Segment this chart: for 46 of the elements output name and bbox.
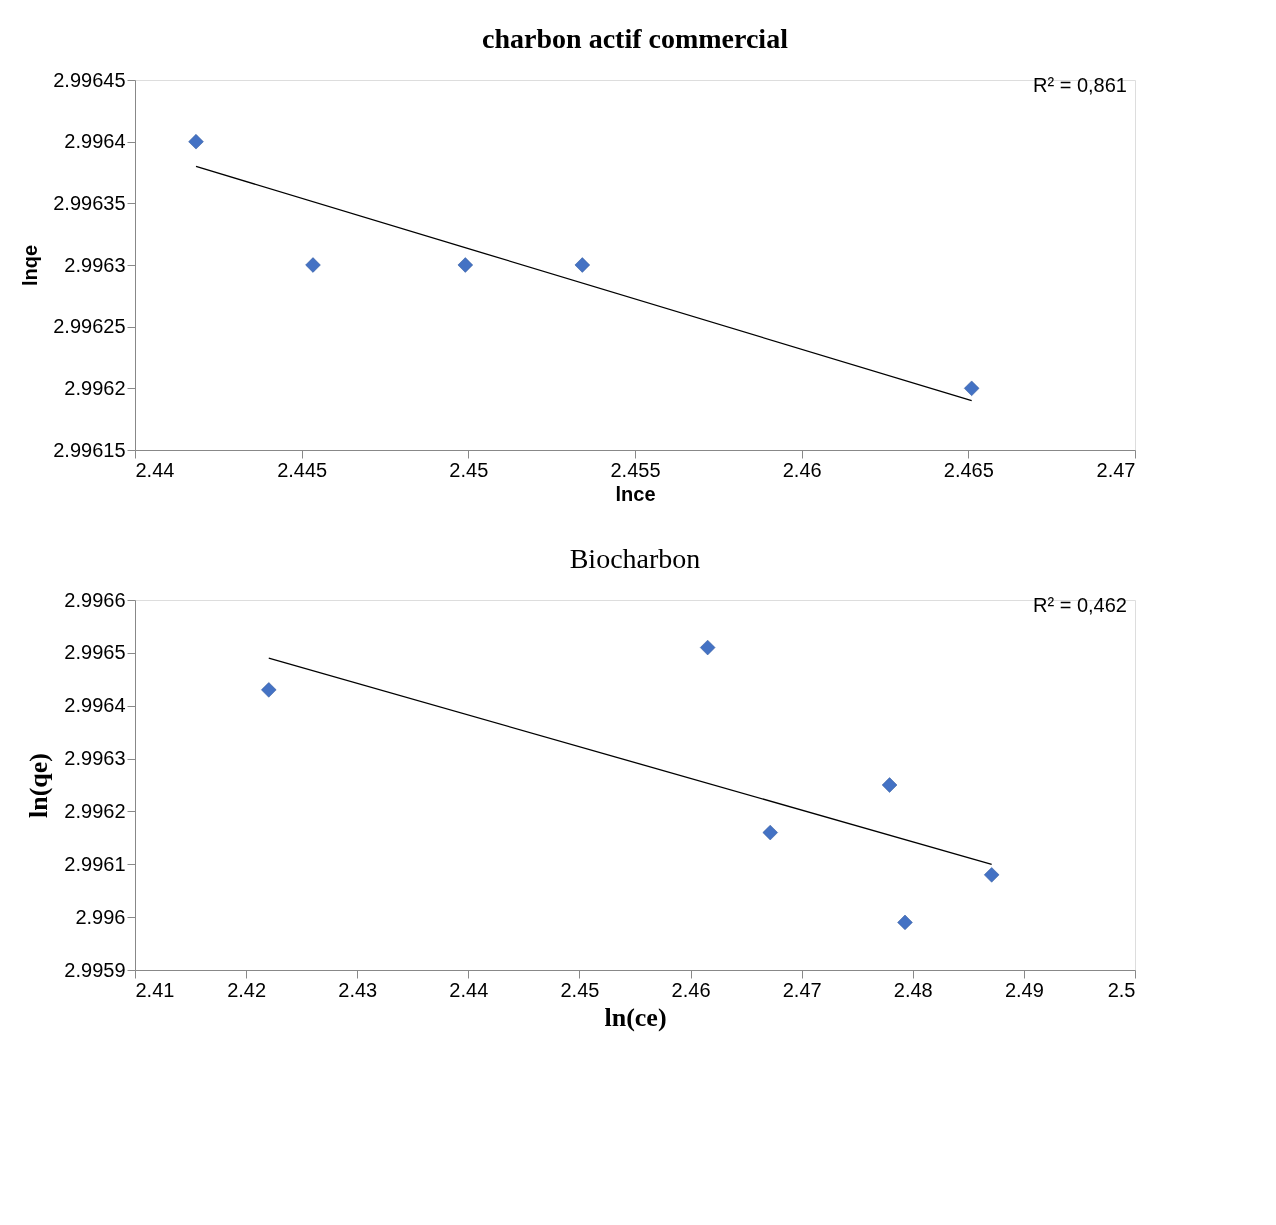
x-axis-title: lnce — [615, 482, 656, 505]
annotation: R² = 0,462 — [1033, 594, 1127, 616]
y-tick-label: 2.99635 — [53, 191, 126, 214]
x-tick-label: 2.47 — [1096, 458, 1136, 481]
x-tick-label: 2.445 — [277, 458, 328, 481]
y-tick-label: 2.9963 — [64, 747, 126, 770]
y-tick-label: 2.996 — [75, 905, 126, 928]
point — [700, 639, 716, 656]
y-tick-label: 2.99615 — [53, 438, 126, 461]
x-tick-label: 2.44 — [135, 458, 175, 481]
y-axis-title: lnqe — [19, 244, 42, 287]
x-tick-label: 2.455 — [610, 458, 661, 481]
y-tick-label: 2.9966 — [64, 588, 126, 611]
x-tick-label: 2.44 — [449, 978, 489, 1001]
x-axis-title: ln(ce) — [604, 1002, 667, 1032]
y-tick-label: 2.9964 — [64, 130, 126, 153]
x-tick-label: 2.49 — [1004, 978, 1044, 1001]
point — [897, 914, 913, 931]
y-tick-label: 2.99645 — [53, 68, 126, 91]
chart-title: charbon actif commercial — [482, 23, 789, 54]
x-tick-label: 2.43 — [338, 978, 378, 1001]
x-tick-label: 2.45 — [449, 458, 489, 481]
point — [881, 777, 898, 793]
x-tick-label: 2.45 — [560, 978, 600, 1001]
y-tick-label: 2.9962 — [64, 376, 126, 399]
y-tick-label: 2.9962 — [64, 799, 126, 822]
y-tick-label: 2.9961 — [64, 852, 126, 875]
point — [261, 682, 277, 698]
x-tick-label: 2.41 — [135, 978, 175, 1001]
y-tick-label: 2.9963 — [64, 253, 126, 276]
x-tick-label: 2.5 — [1107, 978, 1136, 1001]
x-tick-label: 2.47 — [782, 978, 822, 1001]
x-tick-label: 2.46 — [782, 458, 822, 481]
annotation: R² = 0,861 — [1033, 74, 1127, 96]
y-tick-label: 2.9964 — [64, 694, 126, 717]
x-tick-label: 2.48 — [893, 978, 933, 1001]
y-axis-title: ln(qe) — [24, 753, 54, 818]
y-tick-label: 2.9959 — [64, 958, 126, 981]
y-tick-label: 2.9965 — [64, 641, 126, 664]
x-tick-label: 2.46 — [671, 978, 711, 1001]
x-tick-label: 2.465 — [943, 458, 994, 481]
x-tick-label: 2.42 — [227, 978, 267, 1001]
point — [984, 867, 1000, 883]
chart-title: Biocharbon — [569, 543, 701, 574]
y-tick-label: 2.99625 — [53, 315, 126, 338]
point — [762, 824, 778, 841]
